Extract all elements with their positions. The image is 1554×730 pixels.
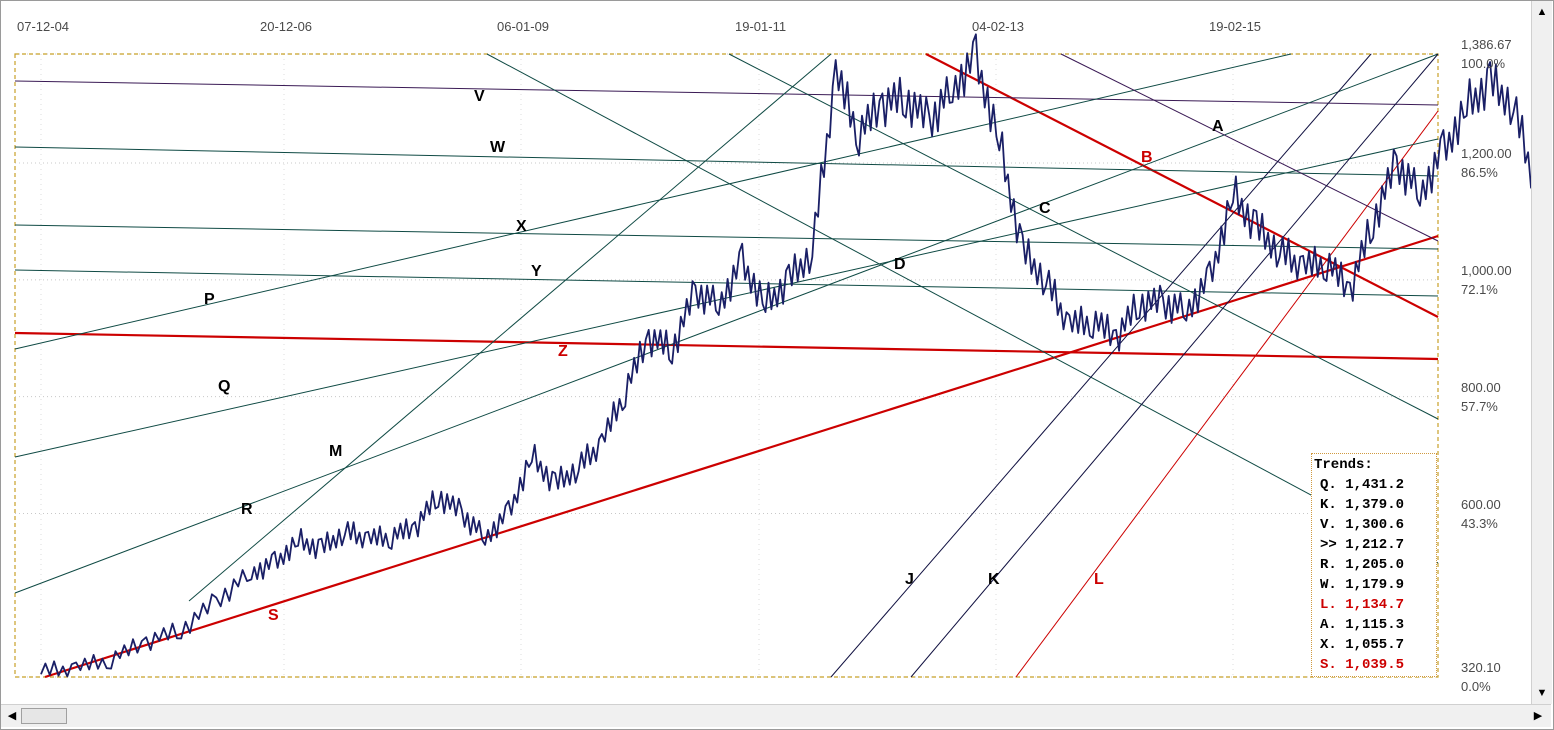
trendline-b bbox=[925, 53, 1439, 318]
y-tick-percent: 86.5% bbox=[1461, 165, 1498, 181]
y-tick-percent: 43.3% bbox=[1461, 515, 1498, 531]
trendline-label-w: W bbox=[490, 139, 506, 156]
trendline-label-a: A bbox=[1212, 118, 1224, 135]
scroll-right-icon[interactable]: ▶ bbox=[1533, 710, 1543, 722]
trendline-label-c: C bbox=[1039, 200, 1051, 217]
trendline-k bbox=[910, 53, 1439, 678]
plot-area-border bbox=[14, 53, 1439, 678]
trendline-label-k: K bbox=[988, 571, 1000, 588]
scroll-thumb[interactable] bbox=[21, 708, 67, 724]
x-tick-label: 06-01-09 bbox=[497, 19, 550, 34]
y-tick-label: 1,386.67 bbox=[1461, 37, 1512, 52]
trendline-r bbox=[14, 53, 1439, 594]
trendlines bbox=[14, 53, 1439, 679]
trendline-label-z: Z bbox=[558, 343, 568, 360]
trends-row: V. 1,300.6 bbox=[1320, 517, 1405, 533]
vertical-scrollbar[interactable]: ▲ ▼ bbox=[1531, 1, 1552, 704]
trendline-p bbox=[14, 53, 1292, 350]
trends-row: X. 1,055.7 bbox=[1320, 637, 1405, 653]
trendline-label-q: Q bbox=[218, 378, 231, 395]
scroll-down-icon[interactable]: ▼ bbox=[1536, 687, 1548, 699]
trendline-m bbox=[188, 53, 832, 602]
x-tick-label: 19-01-11 bbox=[735, 19, 787, 34]
x-tick-label: 20-12-06 bbox=[260, 19, 313, 34]
trends-row: R. 1,205.0 bbox=[1320, 557, 1405, 573]
y-tick-label: 1,200.00 bbox=[1461, 146, 1512, 162]
trends-row: W. 1,179.9 bbox=[1320, 577, 1405, 593]
trendline-v bbox=[14, 80, 1439, 106]
y-tick-label: 1,000.00 bbox=[1461, 262, 1512, 278]
trendline-label-x: X bbox=[516, 218, 527, 235]
trends-row: S. 1,039.5 bbox=[1320, 657, 1405, 673]
y-tick-label: 320.10 bbox=[1461, 660, 1501, 675]
trends-title: Trends: bbox=[1314, 457, 1373, 473]
trendline-d bbox=[486, 53, 1439, 564]
trends-row: Q. 1,431.2 bbox=[1320, 477, 1405, 493]
trendline-a bbox=[1060, 53, 1439, 242]
price-line-0 bbox=[40, 33, 1531, 678]
trendline-label-y: Y bbox=[531, 263, 542, 280]
trendline-z bbox=[14, 331, 1439, 361]
trendline-c bbox=[728, 53, 1439, 420]
y-tick-percent: 72.1% bbox=[1461, 281, 1498, 297]
price-chart bbox=[14, 33, 1531, 679]
horizontal-scrollbar[interactable]: ◀ ▶ bbox=[1, 704, 1551, 727]
price-series bbox=[40, 33, 1531, 678]
trendline-label-l: L bbox=[1094, 571, 1104, 588]
scroll-up-icon[interactable]: ▲ bbox=[1536, 6, 1548, 18]
gridlines bbox=[15, 53, 1438, 678]
x-tick-label: 19-02-15 bbox=[1209, 19, 1262, 34]
trendline-label-s: S bbox=[268, 607, 279, 624]
x-tick-label: 07-12-04 bbox=[17, 19, 70, 34]
y-tick-label: 600.00 bbox=[1461, 496, 1501, 512]
trends-row: >> 1,212.7 bbox=[1320, 537, 1405, 553]
y-tick-percent: 100.0% bbox=[1461, 56, 1506, 71]
trends-row: L. 1,134.7 bbox=[1320, 597, 1405, 613]
y-tick-percent: 0.0% bbox=[1461, 679, 1491, 694]
trendline-label-b: B bbox=[1141, 149, 1153, 166]
trends-row: K. 1,379.0 bbox=[1320, 497, 1405, 513]
trendline-label-d: D bbox=[894, 256, 906, 273]
trendline-label-v: V bbox=[474, 88, 485, 105]
trends-panel: Trends: Q. 1,431.2 K. 1,379.0 V. 1,300.6 >>… bbox=[1311, 453, 1437, 677]
scroll-left-icon[interactable]: ◀ bbox=[7, 710, 17, 722]
trendline-x bbox=[14, 224, 1439, 250]
y-tick-label: 800.00 bbox=[1461, 379, 1501, 395]
x-tick-label: 04-02-13 bbox=[972, 19, 1025, 34]
trendline-label-r: R bbox=[241, 501, 253, 518]
y-tick-percent: 57.7% bbox=[1461, 398, 1498, 414]
trendline-l bbox=[1015, 110, 1439, 678]
trendline-w bbox=[14, 146, 1439, 177]
trendline-s bbox=[44, 234, 1439, 679]
trendline-label-m: M bbox=[329, 443, 343, 460]
trends-row: A. 1,115.3 bbox=[1320, 617, 1405, 633]
trendline-j bbox=[830, 53, 1372, 678]
trendline-label-p: P bbox=[204, 291, 215, 308]
trendline-label-j: J bbox=[905, 571, 914, 588]
